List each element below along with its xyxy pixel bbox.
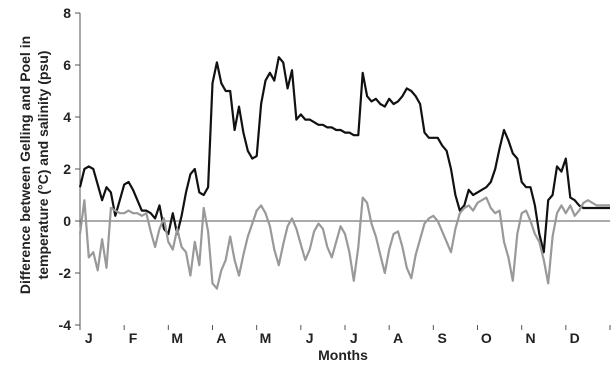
y-tick-label: 0 bbox=[63, 213, 71, 229]
x-tick-label: D bbox=[570, 330, 580, 346]
y-tick-label: 4 bbox=[63, 109, 71, 125]
series-layer bbox=[80, 57, 610, 288]
x-tick-label: A bbox=[216, 330, 226, 346]
x-axis: JFMAMJJASOND bbox=[80, 325, 610, 346]
y-axis-title-line-1: Difference between Gelling and Poel in bbox=[17, 36, 33, 294]
x-tick-label: M bbox=[260, 330, 272, 346]
y-axis-title: Difference between Gelling and Poel in t… bbox=[17, 36, 51, 294]
x-tick-label: S bbox=[437, 330, 446, 346]
x-axis-title: Months bbox=[318, 347, 368, 363]
x-tick-label: J bbox=[85, 330, 93, 346]
y-axis: -4 -2 0 2 4 6 8 bbox=[59, 5, 80, 333]
y-tick-label: 6 bbox=[63, 57, 71, 73]
y-tick-label: 2 bbox=[63, 161, 71, 177]
x-tick-label: N bbox=[525, 330, 535, 346]
x-tick-label: M bbox=[171, 330, 183, 346]
x-tick-label: O bbox=[481, 330, 492, 346]
y-tick-label: -2 bbox=[59, 265, 72, 281]
x-tick-label: A bbox=[393, 330, 403, 346]
y-axis-title-line-2: temperature (°C) and salinity (psu) bbox=[35, 51, 51, 280]
x-tick-label: J bbox=[350, 330, 358, 346]
x-tick-label: J bbox=[306, 330, 314, 346]
y-tick-label: -4 bbox=[59, 317, 72, 333]
x-tick-label: F bbox=[129, 330, 138, 346]
y-tick-label: 8 bbox=[63, 5, 71, 21]
